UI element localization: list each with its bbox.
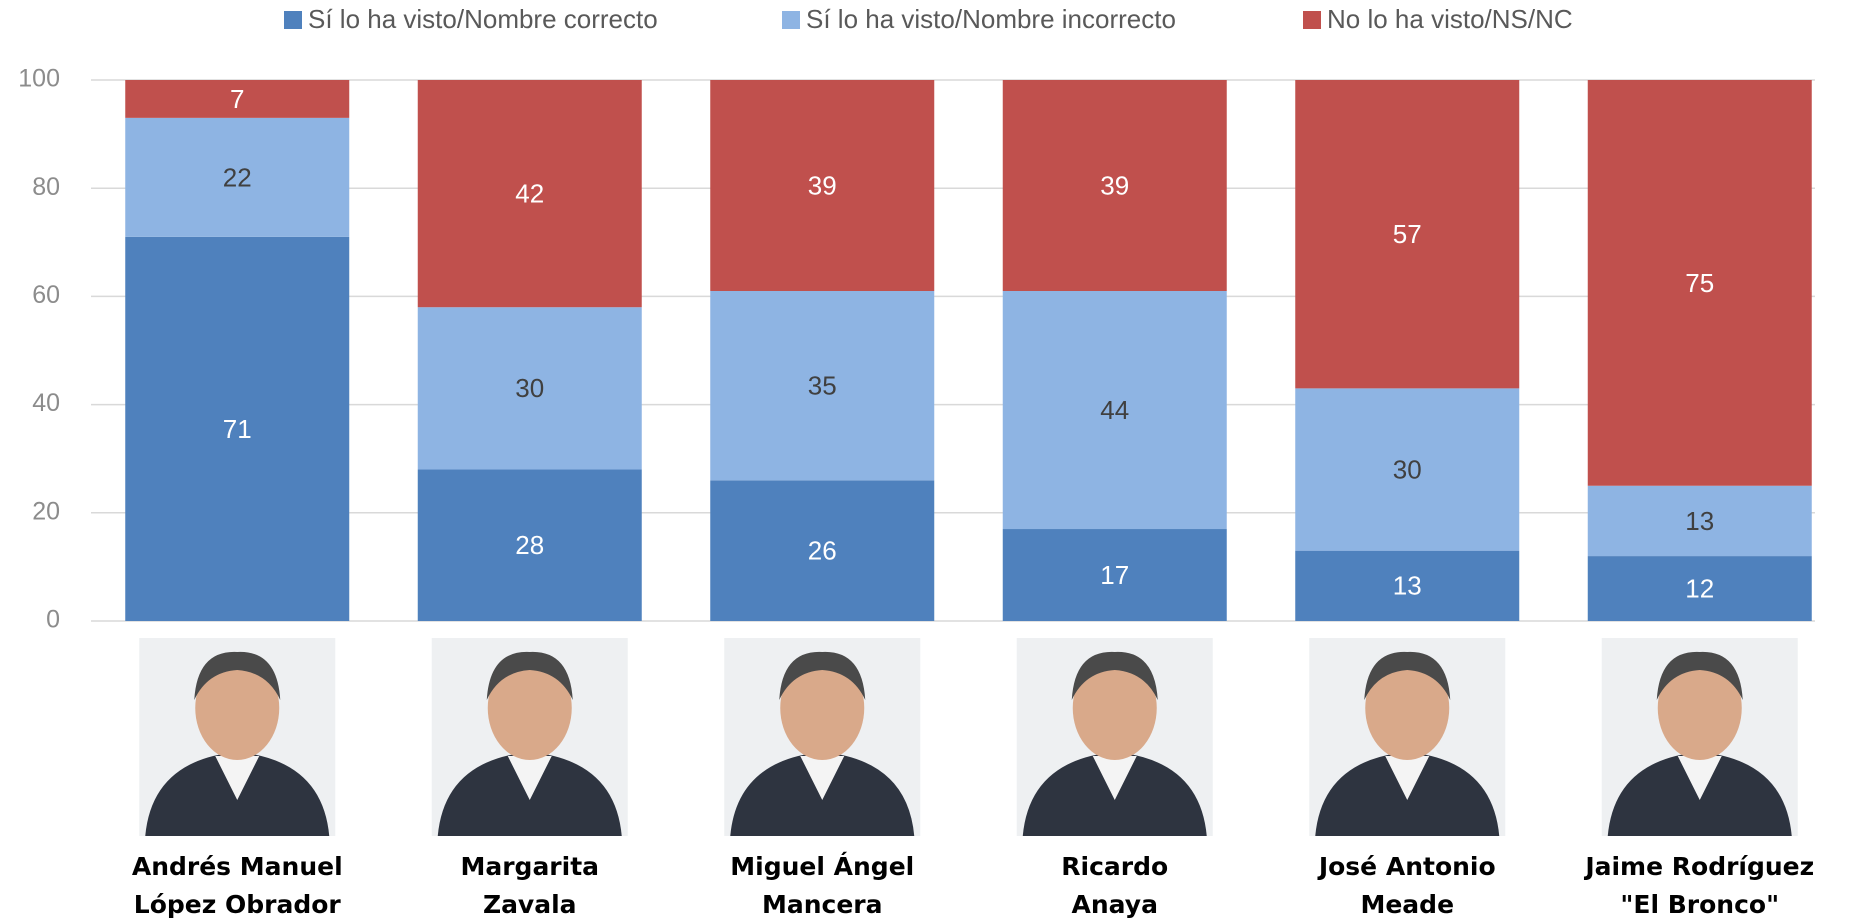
y-tick-label: 0 [46, 606, 60, 634]
value-label: 13 [1393, 571, 1422, 601]
value-label: 28 [515, 530, 544, 560]
value-label: 42 [515, 178, 544, 208]
category-label-box: José Antonio Meade [1261, 848, 1553, 920]
legend-label: Sí lo ha visto/Nombre incorrecto [806, 4, 1176, 34]
y-tick-label: 20 [32, 497, 60, 525]
category-label-box: Margarita Zavala [384, 848, 676, 920]
y-tick-label: 40 [32, 389, 60, 417]
value-label: 17 [1100, 560, 1129, 590]
value-label: 13 [1685, 506, 1714, 536]
y-tick-label: 60 [32, 281, 60, 309]
category-label-box: Ricardo Anaya [969, 848, 1261, 920]
value-label: 75 [1685, 268, 1714, 298]
x-tick-label: Andrés Manuel López Obrador [91, 848, 383, 920]
value-label: 57 [1393, 219, 1422, 249]
value-label: 30 [515, 373, 544, 403]
candidate-photo [1017, 638, 1213, 836]
value-label: 35 [808, 371, 837, 401]
category-label-box: Miguel Ángel Mancera [676, 848, 968, 920]
value-label: 39 [808, 170, 837, 200]
value-label: 44 [1100, 395, 1129, 425]
legend-swatch [782, 11, 800, 29]
candidate-photo [1309, 638, 1505, 836]
chart: 0 20 40 60 80 100 Sí lo ha visto/Nombre correc… [0, 0, 1851, 920]
x-tick-label: Miguel Ángel Mancera [676, 848, 968, 920]
value-label: 7 [230, 84, 244, 114]
x-tick-label: Ricardo Anaya [969, 848, 1261, 920]
candidate-photo [1602, 638, 1798, 836]
legend-swatch [1303, 11, 1321, 29]
value-label: 71 [223, 414, 252, 444]
x-tick-label: José Antonio Meade [1261, 848, 1553, 920]
value-label: 22 [223, 162, 252, 192]
value-label: 12 [1685, 573, 1714, 603]
legend-label: No lo ha visto/NS/NC [1327, 4, 1573, 34]
y-tick-label: 80 [32, 173, 60, 201]
x-tick-label: Jaime Rodríguez "El Bronco" [1554, 848, 1846, 920]
candidate-photo [139, 638, 335, 836]
candidate-photo [432, 638, 628, 836]
value-label: 30 [1393, 454, 1422, 484]
legend-swatch [284, 11, 302, 29]
category-label-box: Andrés Manuel López Obrador [91, 848, 383, 920]
value-label: 26 [808, 536, 837, 566]
legend-label: Sí lo ha visto/Nombre correcto [308, 4, 658, 34]
x-tick-label: Margarita Zavala [384, 848, 676, 920]
value-label: 39 [1100, 170, 1129, 200]
candidate-photo [724, 638, 920, 836]
y-tick-label: 100 [18, 65, 60, 93]
category-label-box: Jaime Rodríguez "El Bronco" [1554, 848, 1846, 920]
